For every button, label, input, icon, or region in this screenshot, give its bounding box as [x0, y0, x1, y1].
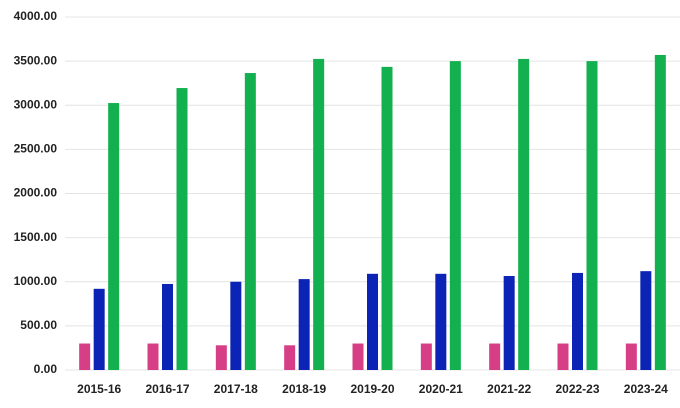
bar — [79, 343, 91, 370]
y-tick-label: 1000.00 — [14, 274, 58, 288]
bar — [435, 273, 447, 370]
y-tick-label: 2000.00 — [14, 186, 58, 200]
bar — [108, 103, 120, 370]
x-tick-label: 2015-16 — [77, 382, 121, 396]
bar — [284, 345, 296, 370]
bar — [162, 283, 173, 370]
bar — [298, 279, 310, 370]
x-tick-label: 2021-22 — [487, 382, 531, 396]
bar — [557, 343, 569, 370]
y-tick-label: 2500.00 — [14, 142, 58, 156]
y-tick-label: 3500.00 — [14, 53, 58, 67]
x-tick-label: 2019-20 — [350, 382, 394, 396]
x-tick-label: 2023-24 — [624, 382, 668, 396]
bar — [313, 58, 325, 370]
bar — [503, 276, 515, 370]
x-tick-label: 2022-23 — [555, 382, 599, 396]
x-tick-label: 2017-18 — [214, 382, 258, 396]
x-tick-label: 2016-17 — [145, 382, 189, 396]
bar — [93, 288, 105, 370]
bar — [230, 281, 242, 370]
y-tick-label: 500.00 — [20, 318, 57, 332]
bar — [367, 273, 378, 370]
bar — [381, 66, 393, 370]
y-tick-label: 1500.00 — [14, 230, 58, 244]
bar — [586, 61, 598, 370]
bar — [518, 58, 530, 370]
bar — [420, 343, 432, 370]
y-tick-label: 0.00 — [34, 362, 58, 376]
x-tick-label: 2018-19 — [282, 382, 326, 396]
bar — [352, 343, 364, 370]
x-tick-label: 2020-21 — [419, 382, 463, 396]
bar — [449, 61, 461, 370]
bar — [244, 73, 256, 370]
bar — [215, 345, 227, 370]
y-tick-label: 4000.00 — [14, 9, 58, 23]
bar — [654, 54, 666, 370]
bar — [572, 272, 583, 370]
y-tick-label: 3000.00 — [14, 97, 58, 111]
bar — [176, 88, 188, 370]
bar — [640, 271, 652, 370]
bar — [625, 343, 637, 370]
bar — [147, 343, 159, 370]
bar — [489, 343, 501, 370]
